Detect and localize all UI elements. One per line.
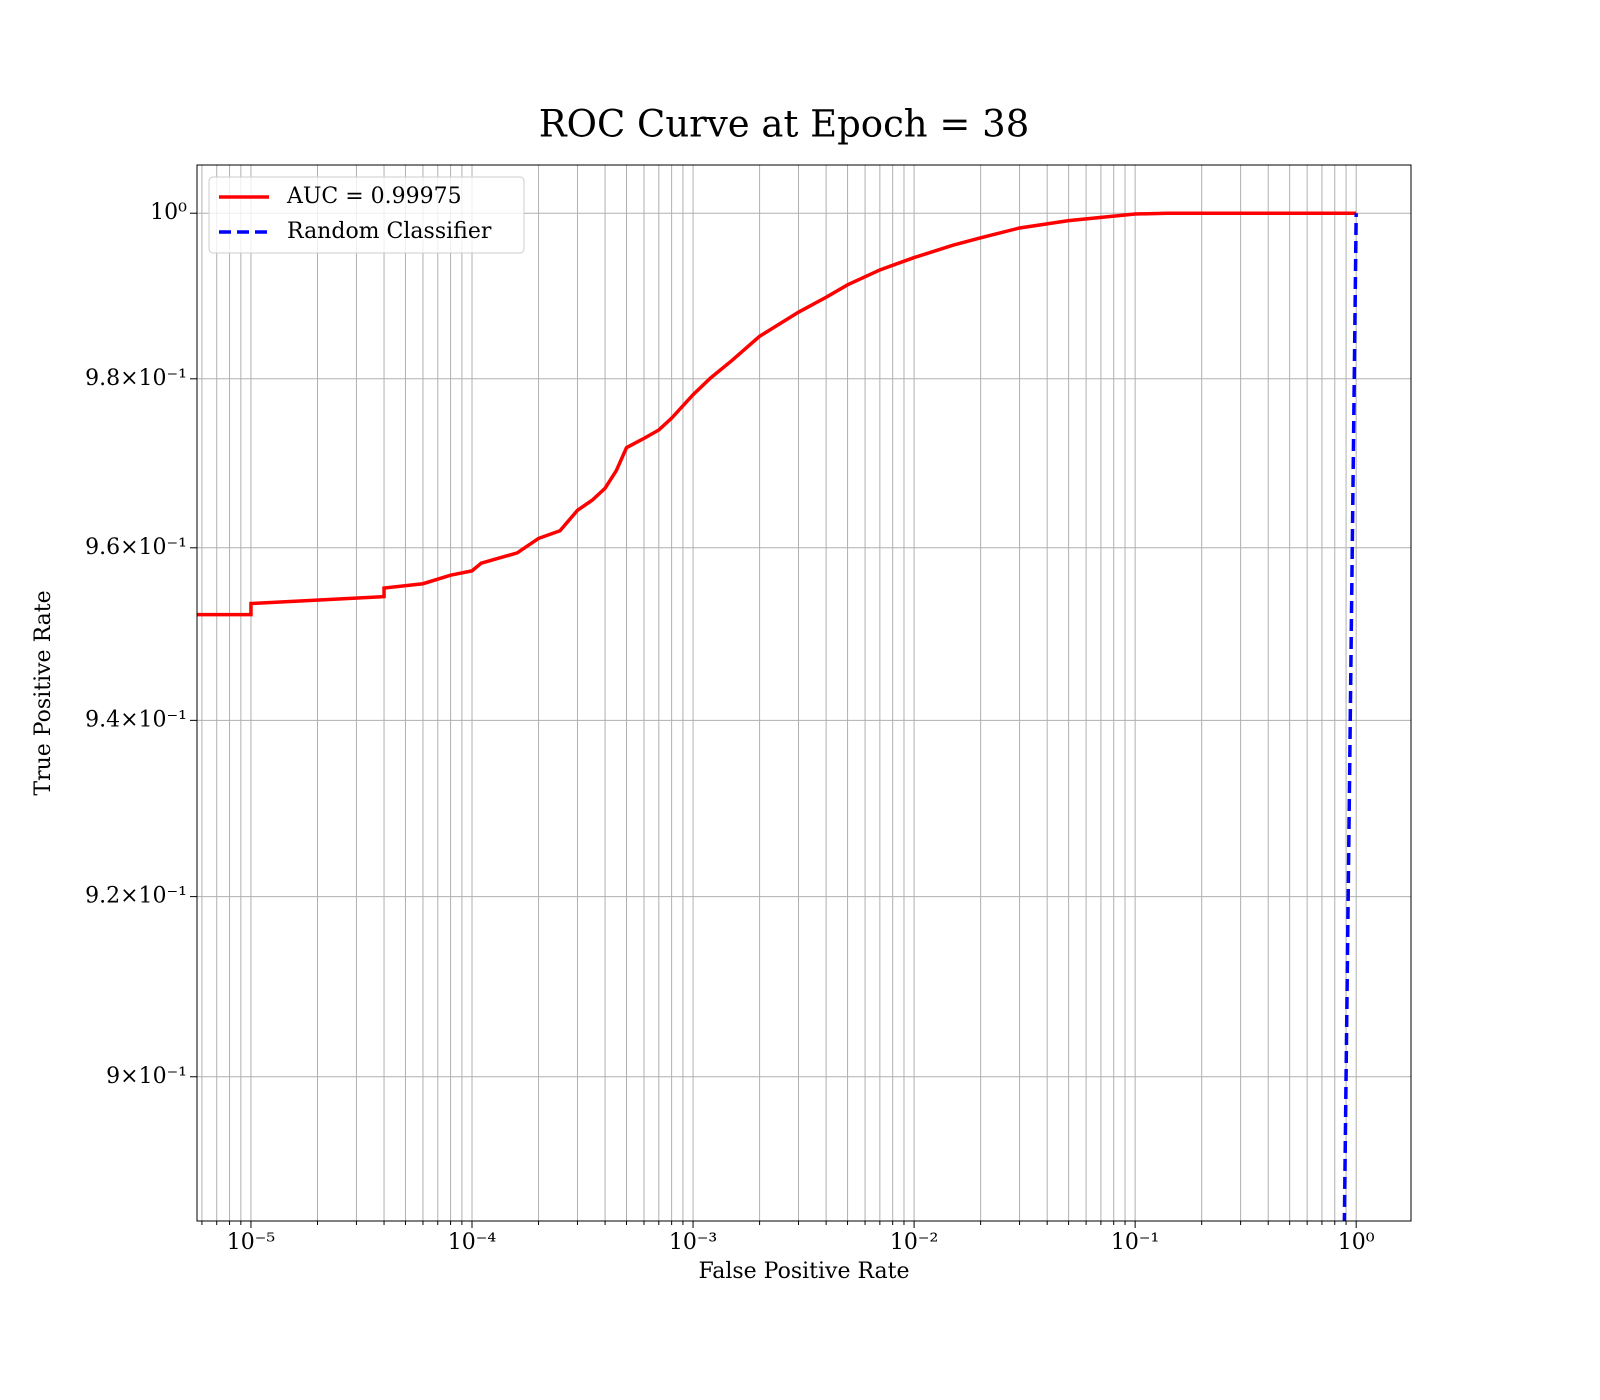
x-tick-label: 10⁻³: [669, 1230, 717, 1255]
y-tick-label: 9.2×10⁻¹: [85, 884, 187, 909]
y-tick-label: 9.8×10⁻¹: [85, 366, 187, 391]
x-tick-label: 10⁻⁴: [448, 1230, 497, 1255]
x-tick-label: 10⁻⁵: [227, 1230, 275, 1255]
series-line: [197, 211, 1357, 617]
x-axis-label: False Positive Rate: [698, 1259, 909, 1284]
y-axis-label: True Positive Rate: [31, 590, 56, 795]
x-tick-label: 10⁻²: [890, 1230, 938, 1255]
series-line: [1342, 213, 1358, 1221]
y-tick-label: 9.4×10⁻¹: [85, 707, 187, 732]
legend-box: [208, 176, 525, 254]
y-tick-label: 9×10⁻¹: [106, 1064, 187, 1089]
y-tick-label: 9.6×10⁻¹: [85, 535, 187, 560]
plot-area: [197, 211, 1358, 1221]
chart-title: ROC Curve at Epoch = 38: [539, 103, 1029, 146]
legend-label: AUC = 0.99975: [286, 184, 462, 209]
legend-label: Random Classifier: [287, 219, 492, 244]
x-tick-label: 10⁰: [1338, 1230, 1375, 1255]
x-tick-label: 10⁻¹: [1111, 1230, 1159, 1255]
y-tick-label: 10⁰: [150, 200, 187, 225]
plot-frame: [196, 164, 1412, 1222]
